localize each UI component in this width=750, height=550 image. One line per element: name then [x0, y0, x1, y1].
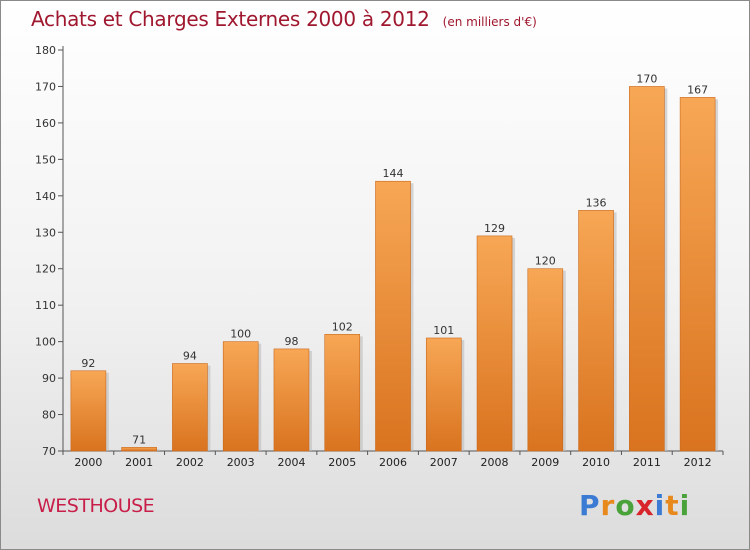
- y-tick-label: 80: [42, 409, 56, 422]
- x-tick-label: 2007: [430, 456, 458, 469]
- bar-2008: [476, 235, 513, 452]
- bar-2010: [578, 210, 614, 452]
- logo-letter: t: [665, 489, 680, 522]
- y-tick-label: 110: [35, 299, 56, 312]
- y-tick-label: 160: [35, 117, 56, 130]
- y-tick-label: 150: [35, 153, 56, 166]
- bar-value-label: 92: [81, 357, 95, 370]
- y-tick-label: 90: [42, 372, 56, 385]
- bar-2001: [121, 447, 157, 452]
- bar-value-label: 71: [132, 433, 146, 446]
- x-tick-label: 2011: [633, 456, 661, 469]
- x-tick-label: 2002: [176, 456, 204, 469]
- bar-2007: [425, 337, 462, 452]
- bar-value-label: 120: [535, 255, 556, 268]
- y-tick-label: 170: [35, 80, 56, 93]
- y-tick-label: 140: [35, 190, 56, 203]
- x-tick-label: 2012: [684, 456, 712, 469]
- bar-2005: [324, 334, 361, 452]
- chart-title: Achats et Charges Externes 2000 à 2012 (…: [31, 7, 537, 31]
- bar-2012: [679, 97, 716, 452]
- chart-unit-text: (en milliers d'€): [442, 15, 537, 29]
- bar-2002: [172, 363, 208, 452]
- y-tick-label: 120: [35, 263, 56, 276]
- y-tick-label: 100: [35, 336, 56, 349]
- bar-2009: [527, 268, 564, 452]
- bar-value-label: 94: [183, 350, 197, 363]
- bar-2004: [273, 348, 310, 452]
- x-tick-label: 2009: [531, 456, 559, 469]
- x-tick-label: 2006: [379, 456, 407, 469]
- x-tick-label: 2008: [481, 456, 509, 469]
- bar-value-label: 100: [230, 328, 251, 341]
- x-tick-label: 2010: [582, 456, 610, 469]
- x-tick-label: 2001: [125, 456, 153, 469]
- commune-name: WESTHOUSE: [37, 495, 155, 517]
- x-tick-label: 2005: [328, 456, 356, 469]
- logo-letter: i: [679, 489, 691, 522]
- logo-letter: r: [600, 489, 616, 522]
- y-tick-label: 130: [35, 226, 56, 239]
- bar-value-label: 170: [636, 72, 657, 85]
- x-tick-label: 2004: [277, 456, 305, 469]
- bar-value-label: 102: [332, 320, 353, 333]
- logo-letter: P: [579, 489, 601, 522]
- bar-2003: [222, 341, 259, 452]
- logo-letter: i: [654, 489, 666, 522]
- x-tick-label: 2003: [227, 456, 255, 469]
- logo-letter: o: [615, 489, 636, 522]
- bar-chart: 70 80 90 100 110 120 130 140 150 160 170 180 92 2000…: [35, 44, 724, 469]
- y-tick-label: 70: [42, 445, 56, 458]
- bar-value-label: 136: [586, 196, 607, 209]
- x-tick-label: 2000: [74, 456, 102, 469]
- chart-title-text: Achats et Charges Externes 2000 à 2012: [31, 7, 430, 31]
- bar-value-label: 98: [284, 335, 298, 348]
- bar-2006: [375, 180, 411, 452]
- bar-value-label: 101: [433, 324, 454, 337]
- y-tick-label: 180: [35, 44, 56, 57]
- bar-2000: [70, 370, 107, 452]
- proxiti-logo[interactable]: Proxiti: [579, 489, 690, 522]
- logo-letter: x: [635, 489, 655, 522]
- bar-value-label: 144: [383, 167, 404, 180]
- bar-value-label: 167: [687, 83, 708, 96]
- bar-value-label: 129: [484, 222, 505, 235]
- bar-2011: [629, 86, 665, 452]
